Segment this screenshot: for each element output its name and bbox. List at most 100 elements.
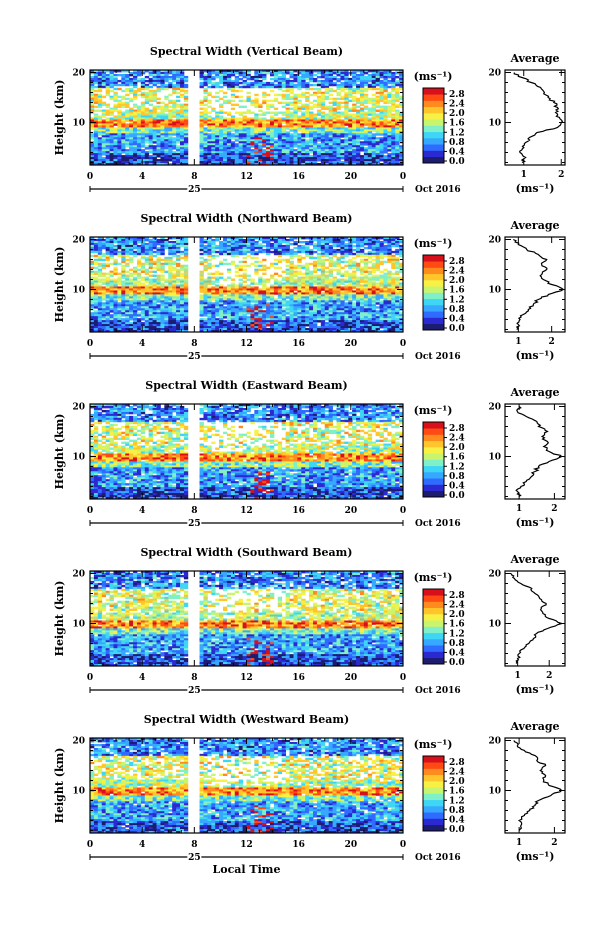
heatmap-cell — [328, 93, 333, 97]
heatmap-cell — [199, 77, 204, 81]
heatmap-cell — [179, 157, 185, 160]
heatmap-cell — [234, 131, 240, 134]
heatmap-cell — [250, 145, 255, 148]
heatmap-cell — [352, 105, 357, 109]
heatmap-cell — [234, 121, 240, 124]
heatmap-cell — [133, 254, 138, 258]
heatmap-cell — [207, 237, 212, 240]
heatmap-cell — [363, 135, 369, 138]
heatmap-cell — [168, 75, 173, 79]
heatmap-cell — [133, 141, 138, 144]
heatmap-cell — [156, 89, 161, 93]
heatmap-cell — [156, 79, 161, 83]
heatmap-cell — [313, 264, 318, 268]
heatmap-cell — [215, 250, 220, 254]
heatmap-cell — [254, 81, 259, 85]
heatmap-cell — [219, 137, 224, 140]
heatmap-cell — [399, 248, 404, 252]
heatmap-cell — [140, 246, 146, 250]
heatmap-cell — [207, 242, 212, 246]
heatmap-cell — [113, 73, 118, 77]
heatmap-cell — [136, 129, 142, 132]
heatmap-cell — [375, 264, 380, 268]
heatmap-cell — [281, 278, 287, 281]
heatmap-cell — [160, 135, 165, 138]
heatmap-cell — [309, 240, 314, 244]
heatmap-cell — [332, 115, 337, 118]
heatmap-cell — [160, 133, 165, 136]
heatmap-cell — [156, 101, 161, 105]
heatmap-cell — [176, 137, 181, 140]
heatmap-cell — [121, 115, 126, 118]
heatmap-cell — [258, 248, 263, 252]
heatmap-cell — [356, 137, 361, 140]
heatmap-cell — [313, 119, 318, 122]
heatmap-cell — [219, 111, 224, 114]
heatmap-cell — [348, 151, 353, 154]
heatmap-cell — [289, 85, 294, 89]
heatmap-cell — [269, 139, 275, 142]
heatmap-cell — [215, 141, 220, 144]
heatmap-cell — [109, 155, 114, 158]
heatmap-cell — [215, 91, 220, 95]
heatmap-cell — [160, 151, 165, 154]
heatmap-cell — [297, 145, 302, 148]
heatmap-cell — [183, 163, 189, 166]
heatmap-cell — [101, 111, 107, 114]
heatmap-cell — [168, 77, 173, 81]
heatmap-cell — [168, 93, 173, 97]
heatmap-cell — [234, 147, 240, 150]
heatmap-cell — [367, 129, 373, 132]
heatmap-cell — [375, 70, 380, 73]
heatmap-cell — [148, 77, 153, 81]
heatmap-cell — [348, 153, 353, 156]
heatmap-cell — [250, 75, 255, 79]
heatmap-cell — [101, 238, 107, 242]
heatmap-cell — [289, 145, 294, 148]
heatmap-cell — [289, 101, 294, 105]
heatmap-cell — [144, 97, 150, 101]
heatmap-cell — [125, 248, 130, 252]
heatmap-cell — [97, 262, 103, 266]
heatmap-cell — [316, 260, 322, 264]
heatmap-cell — [254, 159, 259, 162]
heatmap-cell — [301, 117, 306, 120]
heatmap-cell — [97, 272, 103, 276]
heatmap-cell — [269, 123, 275, 126]
heatmap-cell — [250, 250, 255, 254]
heatmap-cell — [148, 93, 153, 97]
heatmap-cell — [136, 131, 142, 134]
heatmap-cell — [359, 131, 365, 134]
heatmap-cell — [172, 159, 177, 162]
heatmap-cell — [234, 77, 240, 81]
heatmap-cell — [90, 125, 95, 128]
heatmap-cell — [269, 105, 275, 109]
heatmap-cell — [258, 250, 263, 254]
heatmap-cell — [203, 244, 208, 248]
heatmap-cell — [344, 260, 349, 264]
heatmap-cell — [125, 125, 130, 128]
heatmap-cell — [176, 272, 181, 276]
heatmap-cell — [105, 256, 110, 260]
heatmap-cell — [156, 242, 161, 246]
heatmap-cell — [344, 163, 349, 166]
heatmap-cell — [179, 163, 185, 166]
heatmap-cell — [316, 237, 322, 240]
heatmap-cell — [246, 135, 251, 138]
heatmap-cell — [129, 240, 134, 244]
heatmap-cell — [129, 278, 134, 281]
heatmap-cell — [285, 133, 290, 136]
heatmap-cell — [289, 83, 294, 87]
heatmap-cell — [242, 155, 247, 158]
heatmap-cell — [156, 73, 161, 77]
heatmap-cell — [281, 105, 287, 109]
heatmap-cell — [316, 135, 322, 138]
heatmap-cell — [121, 81, 126, 85]
heatmap-cell — [309, 117, 314, 120]
heatmap-cell — [383, 159, 388, 162]
heatmap-cell — [273, 107, 279, 110]
x-tick-label: 12 — [240, 172, 253, 182]
heatmap-cell — [332, 276, 337, 279]
heatmap-cell — [352, 79, 357, 83]
heatmap-cell — [219, 71, 224, 75]
